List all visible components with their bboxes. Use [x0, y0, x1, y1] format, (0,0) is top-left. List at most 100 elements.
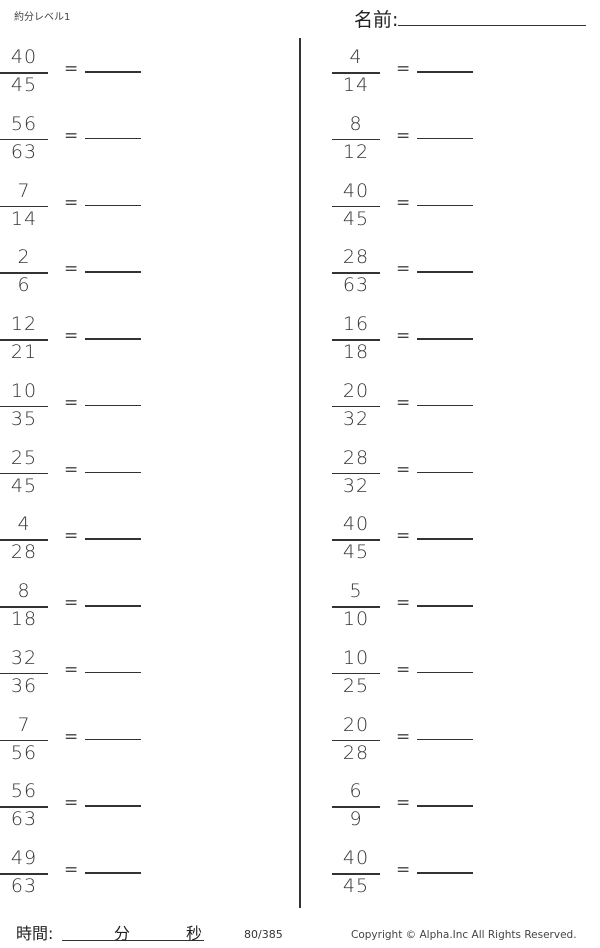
fraction-problem: 25 45 =	[0, 446, 160, 508]
answer-blank[interactable]	[417, 71, 473, 73]
answer-blank[interactable]	[85, 204, 141, 206]
answer-blank[interactable]	[417, 538, 473, 540]
denominator: 45	[342, 541, 370, 564]
numerator: 20	[342, 713, 370, 736]
numerator: 56	[10, 780, 38, 803]
equals-sign: =	[396, 326, 411, 346]
numerator: 7	[17, 713, 31, 736]
equals-sign: =	[64, 192, 79, 213]
fraction-problem: 10 25 =	[332, 646, 492, 708]
answer-blank[interactable]	[85, 872, 141, 874]
denominator: 35	[10, 407, 38, 430]
answer-blank[interactable]	[417, 605, 473, 607]
answer-blank[interactable]	[417, 137, 473, 140]
fraction-bar	[0, 405, 48, 408]
numerator: 4	[349, 46, 363, 68]
denominator: 63	[10, 875, 38, 897]
fraction-problem: 56 63 =	[0, 112, 160, 174]
equals-sign: =	[64, 326, 79, 346]
time-field[interactable]	[62, 940, 204, 941]
answer-blank[interactable]	[85, 471, 141, 473]
fraction-problem: 28 63 =	[332, 246, 492, 307]
page-number: 80/385	[244, 928, 283, 941]
denominator: 56	[10, 741, 38, 764]
fraction-problem: 4 28 =	[0, 513, 160, 574]
numerator: 7	[17, 179, 31, 202]
equals-sign: =	[396, 459, 411, 480]
fraction-bar	[0, 539, 48, 541]
fraction-bar	[0, 739, 48, 741]
column-divider	[299, 38, 301, 908]
answer-blank[interactable]	[417, 338, 473, 340]
denominator: 9	[349, 808, 363, 831]
fraction-problem: 49 63 =	[0, 847, 160, 908]
fraction-problem: 20 28 =	[332, 713, 492, 775]
equals-sign: =	[64, 593, 79, 613]
numerator: 10	[342, 646, 370, 669]
equals-sign: =	[396, 593, 411, 613]
fraction-problem: 40 45 =	[332, 513, 492, 574]
numerator: 28	[342, 246, 370, 269]
answer-blank[interactable]	[85, 338, 141, 340]
numerator: 40	[342, 179, 370, 202]
answer-blank[interactable]	[417, 471, 473, 473]
fraction-bar	[332, 606, 380, 608]
fraction-bar	[332, 806, 380, 808]
numerator: 25	[10, 446, 38, 469]
equals-sign: =	[64, 392, 79, 413]
numerator: 56	[10, 112, 38, 135]
answer-blank[interactable]	[85, 71, 141, 73]
fraction-problem: 40 45 =	[332, 847, 492, 908]
fraction-bar	[0, 806, 48, 808]
fraction-problem: 28 32 =	[332, 446, 492, 508]
answer-blank[interactable]	[85, 404, 141, 407]
fraction-bar	[0, 672, 48, 675]
numerator: 10	[10, 379, 38, 402]
fraction-bar	[0, 339, 48, 341]
fraction-bar	[0, 272, 48, 274]
answer-blank[interactable]	[417, 404, 473, 407]
equals-sign: =	[396, 59, 411, 79]
answer-blank[interactable]	[417, 805, 473, 807]
fraction-bar	[332, 405, 380, 408]
denominator: 10	[342, 608, 370, 630]
fraction-problem: 7 56 =	[0, 713, 160, 775]
equals-sign: =	[64, 459, 79, 480]
numerator: 12	[10, 313, 38, 335]
numerator: 16	[342, 313, 370, 335]
fraction-problem: 8 12 =	[332, 113, 492, 174]
fraction-bar	[332, 539, 380, 541]
answer-blank[interactable]	[417, 204, 473, 206]
answer-blank[interactable]	[85, 271, 141, 273]
equals-sign: =	[396, 392, 411, 413]
equals-sign: =	[396, 259, 411, 280]
fraction-problem: 7 14 =	[0, 179, 160, 241]
fraction-bar	[0, 606, 48, 608]
numerator: 28	[342, 446, 370, 469]
equals-sign: =	[396, 526, 411, 547]
answer-blank[interactable]	[85, 605, 141, 607]
denominator: 28	[342, 741, 370, 764]
answer-blank[interactable]	[85, 671, 141, 674]
denominator: 45	[10, 74, 38, 96]
answer-blank[interactable]	[85, 738, 141, 740]
answer-blank[interactable]	[85, 538, 141, 540]
answer-blank[interactable]	[85, 805, 141, 807]
fraction-bar	[0, 472, 48, 474]
fraction-problem: 8 18 =	[0, 580, 160, 641]
numerator: 40	[10, 46, 38, 68]
denominator: 18	[342, 341, 370, 363]
numerator: 40	[342, 513, 370, 536]
answer-blank[interactable]	[417, 271, 473, 273]
answer-blank[interactable]	[417, 738, 473, 740]
equals-sign: =	[64, 259, 79, 280]
answer-blank[interactable]	[417, 671, 473, 674]
fraction-bar	[0, 138, 48, 141]
fraction-problem: 16 18 =	[332, 313, 492, 374]
name-field[interactable]	[398, 25, 586, 26]
denominator: 45	[342, 875, 370, 897]
denominator: 21	[10, 341, 38, 363]
fraction-problem: 2 6 =	[0, 246, 160, 307]
answer-blank[interactable]	[85, 137, 141, 140]
answer-blank[interactable]	[417, 872, 473, 874]
